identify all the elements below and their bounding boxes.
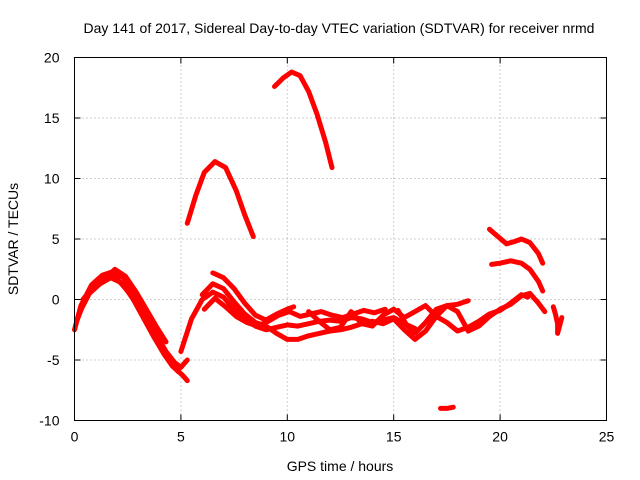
x-tick-label: 0 xyxy=(71,429,79,445)
gridlines xyxy=(74,57,607,421)
x-tick-label: 25 xyxy=(599,429,615,445)
y-tick-label: 5 xyxy=(52,231,60,247)
y-tick-labels: -10 -5 0 5 10 15 20 xyxy=(39,50,59,429)
y-tick-label: -10 xyxy=(39,413,59,429)
x-axis-label: GPS time / hours xyxy=(287,458,394,474)
x-tick-label: 15 xyxy=(386,429,402,445)
x-tick-labels: 0 5 10 15 20 25 xyxy=(71,429,615,445)
y-axis-label: SDTVAR / TECUs xyxy=(5,183,21,295)
series-arc-4 xyxy=(80,266,169,345)
series-arc-3 xyxy=(76,275,182,375)
chart-title: Day 141 of 2017, Sidereal Day-to-day VTE… xyxy=(84,20,595,36)
series-arc-14 xyxy=(489,258,546,294)
y-tick-label: -5 xyxy=(47,352,60,368)
y-tick-label: 20 xyxy=(44,50,60,66)
x-tick-label: 5 xyxy=(177,429,185,445)
series-arc-6 xyxy=(272,69,335,171)
x-tick-label: 10 xyxy=(280,429,296,445)
series-arc-8 xyxy=(210,270,297,323)
x-tick-label: 20 xyxy=(492,429,508,445)
series-arc-15 xyxy=(550,304,565,336)
y-tick-label: 0 xyxy=(52,292,60,308)
series-arc-12 xyxy=(395,290,548,336)
data-series xyxy=(72,69,565,411)
y-tick-label: 15 xyxy=(44,110,60,126)
series-arc-13 xyxy=(487,226,546,266)
axis-ticks xyxy=(74,57,607,421)
series-arc-5 xyxy=(184,159,256,240)
series-arc-16 xyxy=(438,404,456,411)
y-tick-label: 10 xyxy=(44,171,60,187)
